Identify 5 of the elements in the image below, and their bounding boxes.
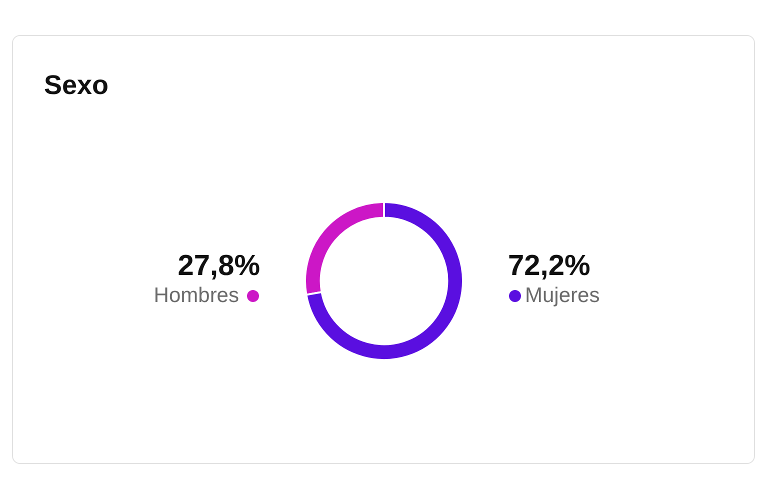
chart-title: Sexo xyxy=(44,70,109,101)
slice-label: Hombres xyxy=(154,283,239,309)
data-label: 27,8% xyxy=(176,249,260,283)
legend-label: Mujeres xyxy=(525,283,600,309)
data-label: 72,2% xyxy=(508,249,592,283)
